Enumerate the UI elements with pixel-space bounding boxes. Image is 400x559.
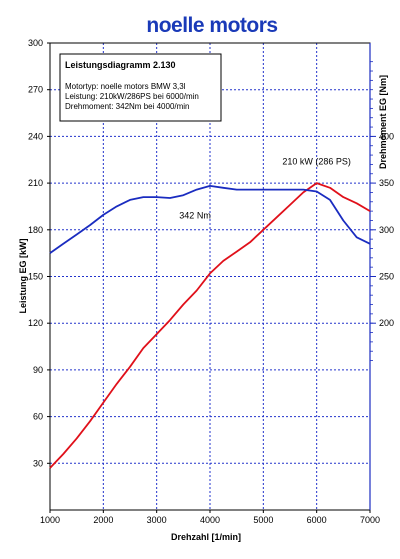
y2-tick-label: 250 <box>379 272 394 282</box>
y2-axis-title: Drehmoment EG [Nm] <box>378 75 388 169</box>
brand-logo: noelle motors <box>146 14 277 37</box>
x-tick-label: 5000 <box>253 515 273 525</box>
y2-tick-label: 200 <box>379 318 394 328</box>
x-tick-label: 6000 <box>307 515 327 525</box>
torque-peak-label: 342 Nm <box>179 211 211 221</box>
y-tick-label: 180 <box>28 225 43 235</box>
power-peak-label: 210 kW (286 PS) <box>282 156 351 166</box>
x-axis-title: Drehzahl [1/min] <box>171 532 241 542</box>
y-axis-title: Leistung EG [kW] <box>18 239 28 314</box>
y-tick-label: 210 <box>28 178 43 188</box>
y2-tick-label: 350 <box>379 178 394 188</box>
x-tick-label: 1000 <box>40 515 60 525</box>
y-tick-label: 30 <box>33 458 43 468</box>
y-tick-label: 150 <box>28 272 43 282</box>
info-box-line: Drehmoment: 342Nm bei 4000/min <box>65 102 190 111</box>
torque-curve <box>49 184 371 254</box>
y-tick-label: 300 <box>28 38 43 48</box>
y-tick-label: 240 <box>28 131 43 141</box>
axes: 1000 2000 3000 4000 5000 6000 7000 30 60 90 120 150… <box>28 38 394 525</box>
y2-tick-label: 300 <box>379 225 394 235</box>
y-tick-label: 120 <box>28 318 43 328</box>
y-tick-label: 90 <box>33 365 43 375</box>
x-tick-label: 7000 <box>360 515 380 525</box>
info-box-title: Leistungsdiagramm 2.130 <box>65 60 176 70</box>
y-tick-label: 270 <box>28 85 43 95</box>
x-tick-label: 4000 <box>200 515 220 525</box>
info-box-frame <box>59 53 222 122</box>
info-box: Leistungsdiagramm 2.130 Motortyp: noelle… <box>59 53 222 122</box>
x-tick-label: 3000 <box>147 515 167 525</box>
y2-tick-label: 400 <box>379 131 394 141</box>
x-tick-label: 2000 <box>93 515 113 525</box>
annotations: 210 kW (286 PS) 342 Nm <box>179 156 351 220</box>
series-lines <box>49 182 371 469</box>
power-curve <box>49 182 371 469</box>
y-tick-label: 60 <box>33 412 43 422</box>
info-box-line: Leistung: 210kW/286PS bei 6000/min <box>65 92 199 101</box>
info-box-line: Motortyp: noelle motors BMW 3,3l <box>65 82 186 91</box>
